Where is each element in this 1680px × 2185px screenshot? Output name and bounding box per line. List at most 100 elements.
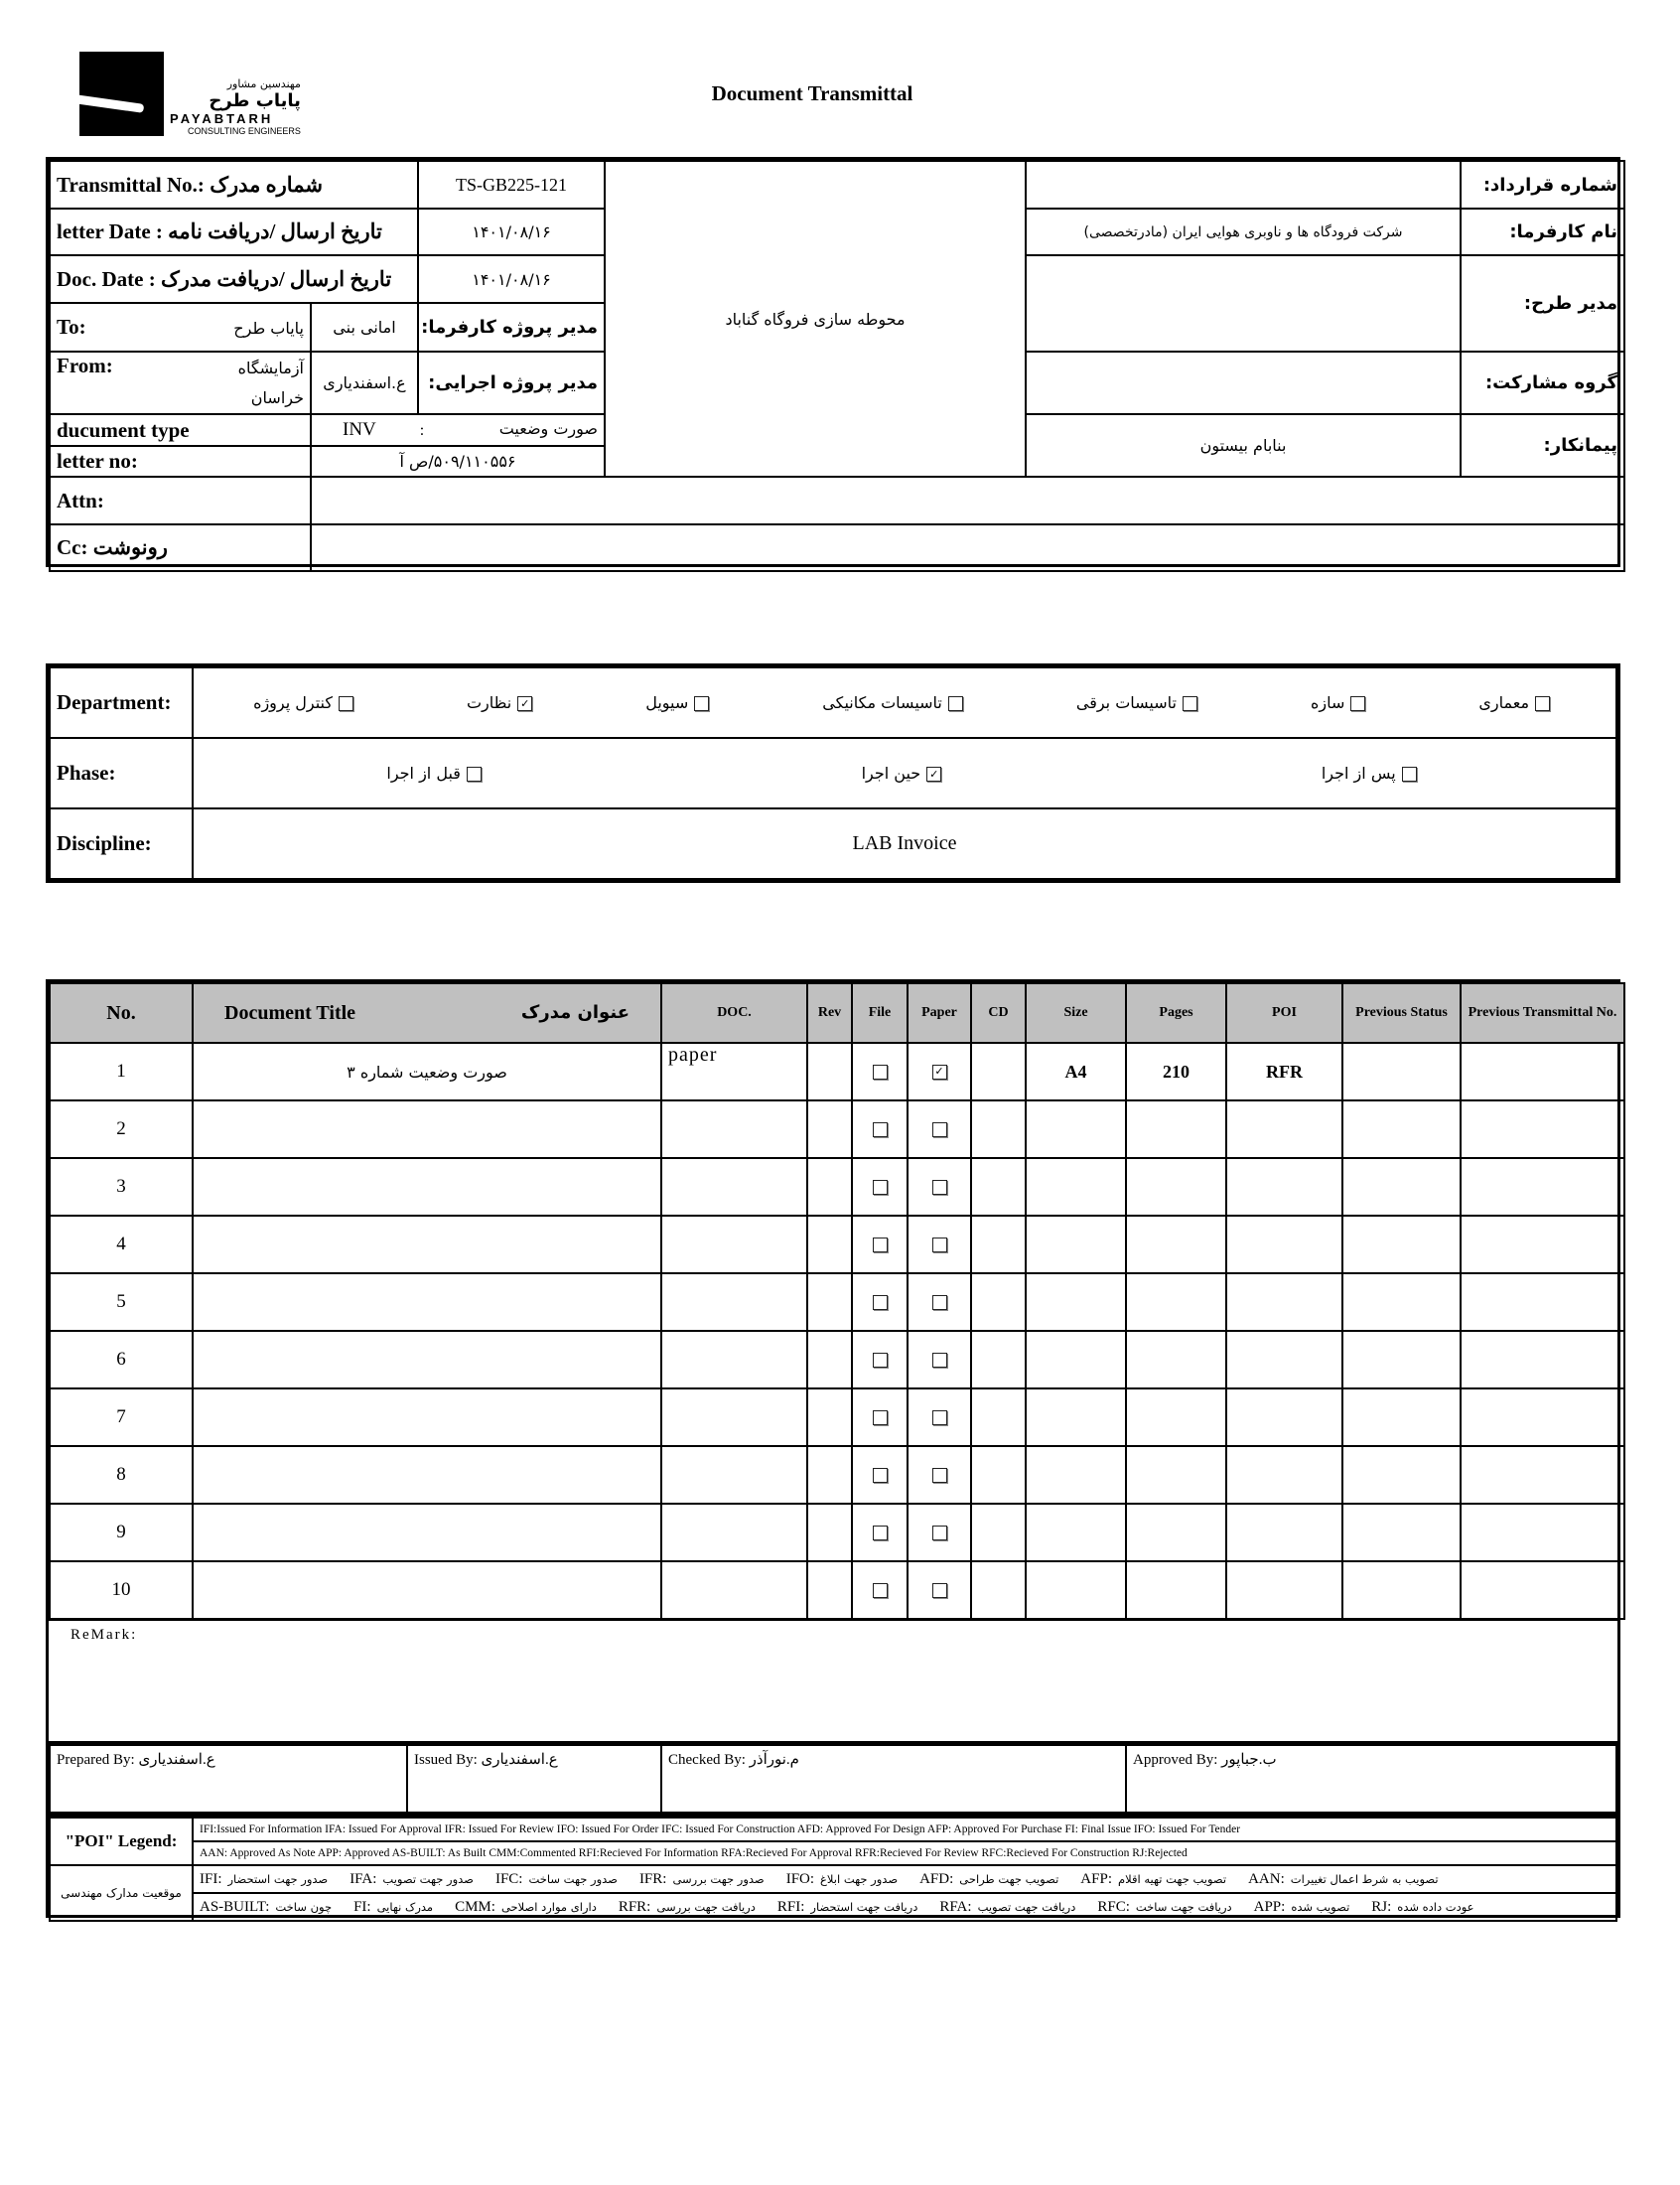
phase-checkbox[interactable]: ✓	[926, 767, 942, 782]
phase-option[interactable]: ✓ حین اجرا	[862, 764, 948, 783]
department-option-label: سازه	[1310, 693, 1345, 712]
col-title-en: Document Title	[224, 1001, 356, 1024]
paper-checkbox[interactable]	[931, 1352, 947, 1368]
cell-doc: paper	[660, 1042, 808, 1101]
paper-checkbox[interactable]	[931, 1525, 947, 1540]
table-row: 2	[49, 1099, 1625, 1159]
logo-fa-line1: مهندسین مشاور	[226, 77, 301, 90]
table-row: 5	[49, 1272, 1625, 1332]
department-option[interactable]: تاسیسات مکانیکی	[822, 693, 969, 712]
cell-no: 8	[49, 1445, 194, 1505]
file-checkbox[interactable]	[872, 1121, 888, 1137]
status-code: AFD:	[919, 1870, 954, 1887]
file-checkbox[interactable]	[872, 1064, 888, 1080]
file-checkbox[interactable]	[872, 1237, 888, 1252]
file-checkbox[interactable]	[872, 1525, 888, 1540]
department-option-label: معماری	[1478, 693, 1530, 712]
paper-checkbox[interactable]	[931, 1237, 947, 1252]
paper-checkbox[interactable]: ✓	[931, 1064, 947, 1080]
to-cell: To: پایاب طرح	[49, 302, 312, 353]
contract-no-label: شماره قرارداد:	[1460, 160, 1625, 210]
paper-checkbox[interactable]	[931, 1121, 947, 1137]
department-option[interactable]: سازه	[1311, 693, 1371, 712]
status-desc: دریافت جهت تصویب	[977, 1899, 1076, 1914]
paper-checkbox[interactable]	[931, 1582, 947, 1598]
phase-checkbox[interactable]	[1401, 767, 1417, 782]
department-option[interactable]: ✓ نظارت	[467, 693, 538, 712]
file-checkbox[interactable]	[872, 1294, 888, 1310]
file-checkbox[interactable]	[872, 1467, 888, 1483]
cell-poi	[1225, 1387, 1343, 1447]
cell-prev-status	[1341, 1042, 1462, 1101]
cell-no: 6	[49, 1330, 194, 1389]
file-checkbox[interactable]	[872, 1179, 888, 1195]
cell-file	[851, 1560, 909, 1620]
cell-file	[851, 1387, 909, 1447]
cell-rev	[806, 1042, 853, 1101]
cell-title	[192, 1157, 662, 1217]
phase-option[interactable]: قبل از اجرا	[386, 764, 488, 783]
paper-checkbox[interactable]	[931, 1467, 947, 1483]
department-option-label: تاسیسات برقی	[1075, 693, 1177, 712]
department-checkbox[interactable]: ✓	[517, 696, 533, 711]
table-row: 9	[49, 1503, 1625, 1562]
cell-prev-status	[1341, 1503, 1462, 1562]
cell-pages	[1125, 1560, 1227, 1620]
cell-file	[851, 1330, 909, 1389]
department-checkbox[interactable]	[1535, 696, 1551, 711]
cell-cd	[970, 1387, 1027, 1447]
cell-cd	[970, 1272, 1027, 1332]
file-checkbox[interactable]	[872, 1582, 888, 1598]
paper-checkbox[interactable]	[931, 1409, 947, 1425]
col-cd: CD	[970, 982, 1027, 1044]
cell-title	[192, 1503, 662, 1562]
department-checkbox[interactable]	[947, 696, 963, 711]
phase-checkbox[interactable]	[466, 767, 482, 782]
file-checkbox[interactable]	[872, 1409, 888, 1425]
cell-title	[192, 1445, 662, 1505]
department-option[interactable]: کنترل پروژه	[253, 693, 359, 712]
status-legend-item: IFA: صدور جهت تصویب	[350, 1871, 474, 1888]
table-row: 10	[49, 1560, 1625, 1620]
status-desc: صدور جهت ساخت	[528, 1871, 618, 1886]
cell-prev-transmittal	[1460, 1445, 1625, 1505]
table-row: 1 صورت وضعیت شماره ۳ paper ✓ A4 210 RFR	[49, 1042, 1625, 1101]
from-cell: From: آزمایشگاه خراسان	[49, 351, 312, 415]
from-value: آزمایشگاه خراسان	[237, 358, 304, 407]
department-option[interactable]: سیویل	[645, 693, 715, 712]
cell-size	[1025, 1503, 1127, 1562]
cell-file	[851, 1503, 909, 1562]
paper-checkbox[interactable]	[931, 1294, 947, 1310]
department-checkbox[interactable]	[1182, 696, 1197, 711]
file-checkbox[interactable]	[872, 1352, 888, 1368]
status-code: CMM:	[455, 1898, 495, 1915]
phase-label: Phase:	[49, 737, 194, 809]
department-option[interactable]: معماری	[1478, 693, 1556, 712]
status-legend-item: IFO: صدور جهت ابلاغ	[786, 1871, 898, 1888]
cell-prev-transmittal	[1460, 1387, 1625, 1447]
cell-paper	[907, 1387, 972, 1447]
status-desc: تصویب شده	[1291, 1899, 1350, 1914]
col-prev-status: Previous Status	[1341, 982, 1462, 1044]
department-option[interactable]: تاسیسات برقی	[1076, 693, 1203, 712]
client-pm-label: مدیر پروژه کارفرما:	[417, 302, 606, 353]
status-code: RFA:	[939, 1898, 972, 1915]
status-desc: دارای موارد اصلاحی	[500, 1899, 597, 1914]
doc-type-fa: صورت وضعیت	[498, 419, 598, 438]
cell-pages	[1125, 1157, 1227, 1217]
paper-checkbox[interactable]	[931, 1179, 947, 1195]
exec-pm-value: ع.اسفندیاری	[310, 351, 419, 415]
department-checkbox[interactable]	[339, 696, 353, 711]
phase-option-label: حین اجرا	[861, 764, 921, 783]
department-checkbox[interactable]	[694, 696, 710, 711]
poi-legend-label: "POI" Legend:	[49, 1817, 194, 1866]
cell-file	[851, 1157, 909, 1217]
phase-option[interactable]: پس از اجرا	[1322, 764, 1423, 783]
department-option-label: نظارت	[466, 693, 512, 712]
cell-rev	[806, 1330, 853, 1389]
status-code: AS-BUILT:	[200, 1898, 270, 1915]
discipline-label: Discipline:	[49, 807, 194, 880]
partner-value	[1025, 351, 1462, 415]
status-legend-item: AFP: تصویب جهت تهیه اقلام	[1080, 1871, 1226, 1888]
department-checkbox[interactable]	[1350, 696, 1366, 711]
